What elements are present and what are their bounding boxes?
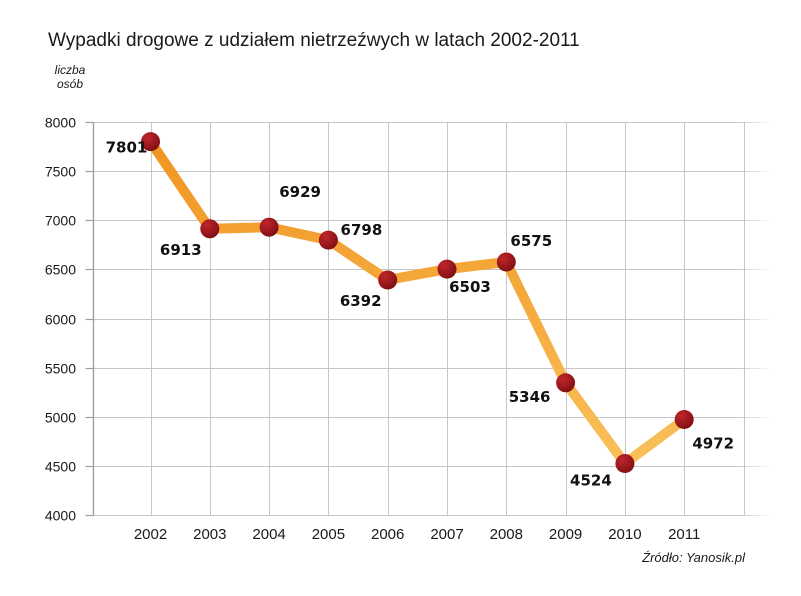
y-axis-unit-line1: liczba: [54, 63, 86, 77]
y-tick-label: 7000: [45, 213, 76, 229]
data-point-label: 6575: [510, 232, 552, 250]
y-tick-label: 5000: [45, 410, 76, 426]
y-tick-label: 8000: [45, 115, 76, 131]
y-axis-unit-label: liczba osób: [44, 63, 96, 91]
data-point-marker: [556, 373, 576, 393]
chart-title: Wypadki drogowe z udziałem nietrzeźwych …: [48, 30, 580, 51]
x-tick-label: 2008: [490, 526, 523, 543]
data-point-label: 6913: [160, 241, 202, 259]
x-tick-label: 2002: [134, 526, 167, 543]
y-axis-unit-line2: osób: [56, 77, 84, 91]
data-point-label: 4524: [570, 472, 612, 490]
data-point-marker: [615, 454, 635, 473]
data-point-marker: [378, 270, 398, 290]
y-tick-label: 5500: [45, 361, 76, 377]
data-line-series: [145, 136, 690, 469]
source-caption: Źródło: Yanosik.pl: [642, 550, 745, 565]
y-tick-label: 4000: [45, 508, 76, 524]
data-point-label: 6929: [279, 183, 321, 201]
x-tick-label: 2004: [252, 526, 285, 543]
data-point-marker: [200, 219, 220, 239]
x-tick-label: 2011: [668, 526, 700, 543]
x-tick-label: 2003: [193, 526, 226, 543]
data-point-marker: [437, 259, 457, 279]
data-point-marker: [259, 217, 279, 237]
x-tick-label: 2010: [608, 526, 641, 543]
y-tick-label: 6500: [45, 262, 76, 278]
data-point-marker: [496, 252, 516, 272]
data-point-marker: [318, 230, 338, 250]
data-point-label: 5346: [509, 388, 551, 406]
data-point-label: 6503: [449, 278, 491, 296]
data-point-marker: [141, 132, 160, 152]
data-point-label: 6798: [341, 221, 383, 239]
data-point-label: 4972: [692, 435, 734, 453]
data-point-label: 7801: [106, 139, 148, 157]
x-tick-label: 2005: [312, 526, 345, 543]
y-tick-label: 6000: [45, 312, 76, 328]
data-point-marker: [674, 410, 694, 429]
x-tick-label: 2009: [549, 526, 582, 543]
y-tick-label: 7500: [45, 164, 76, 180]
x-tick-label: 2006: [371, 526, 404, 543]
data-point-label: 6392: [340, 292, 382, 310]
x-tick-label: 2007: [430, 526, 463, 543]
y-tick-label: 4500: [45, 459, 76, 475]
